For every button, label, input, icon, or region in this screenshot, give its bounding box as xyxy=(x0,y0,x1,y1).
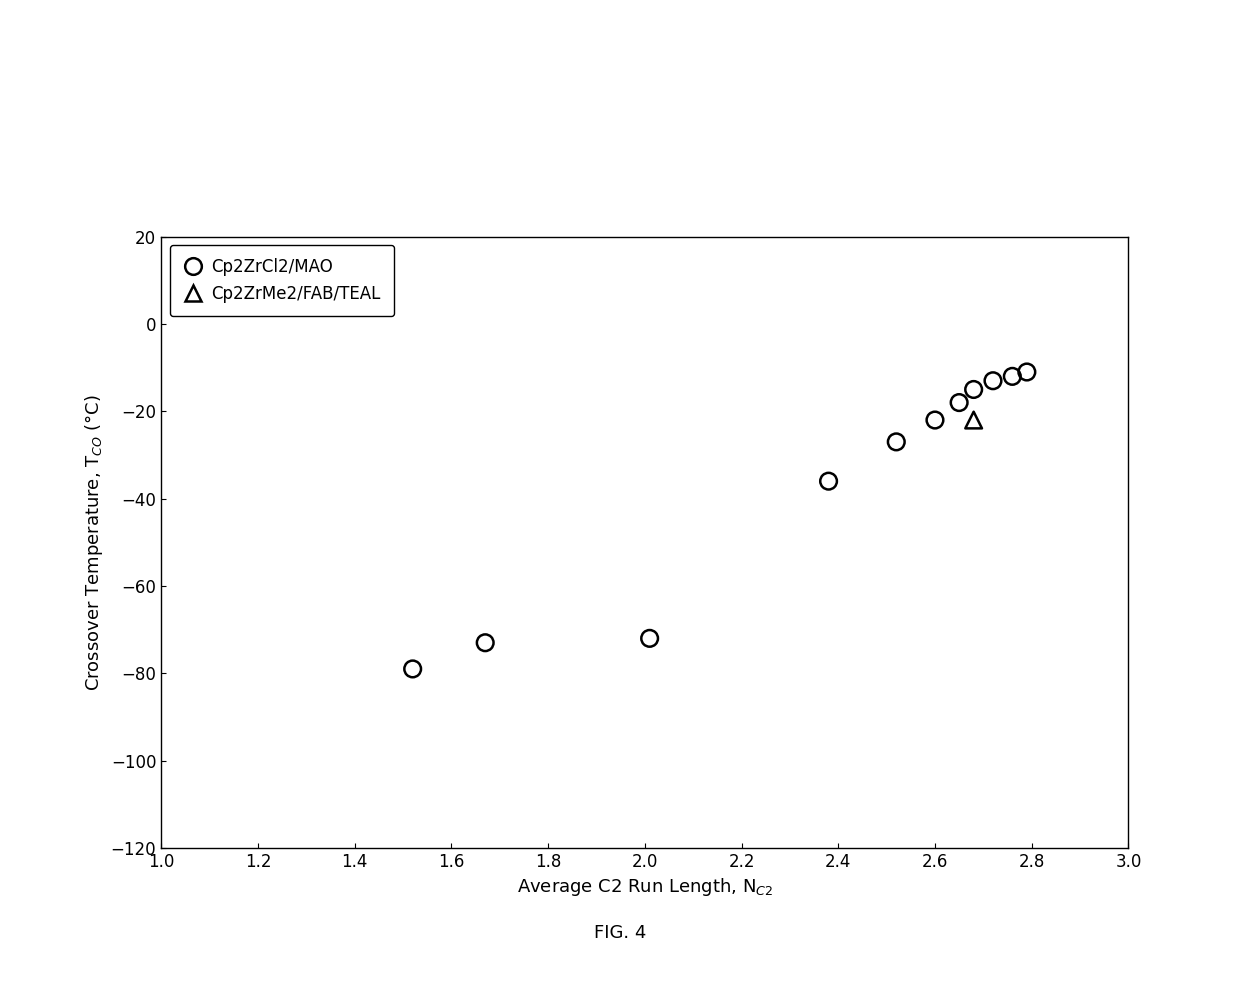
Point xyxy=(1017,364,1037,380)
Text: FIG. 4: FIG. 4 xyxy=(594,924,646,942)
Point xyxy=(640,630,660,646)
Point xyxy=(963,412,983,428)
Legend: Cp2ZrCl2/MAO, Cp2ZrMe2/FAB/TEAL: Cp2ZrCl2/MAO, Cp2ZrMe2/FAB/TEAL xyxy=(170,245,394,316)
Point xyxy=(925,412,945,428)
Point xyxy=(950,394,970,410)
Point xyxy=(887,434,906,450)
Point xyxy=(983,373,1003,388)
Point xyxy=(475,635,495,651)
Point xyxy=(403,661,423,676)
Point xyxy=(818,473,838,489)
Point xyxy=(1002,369,1022,385)
Point xyxy=(963,382,983,397)
X-axis label: Average C2 Run Length, N$_{C2}$: Average C2 Run Length, N$_{C2}$ xyxy=(517,877,773,898)
Y-axis label: Crossover Temperature, T$_{CO}$ (°C): Crossover Temperature, T$_{CO}$ (°C) xyxy=(83,394,105,690)
